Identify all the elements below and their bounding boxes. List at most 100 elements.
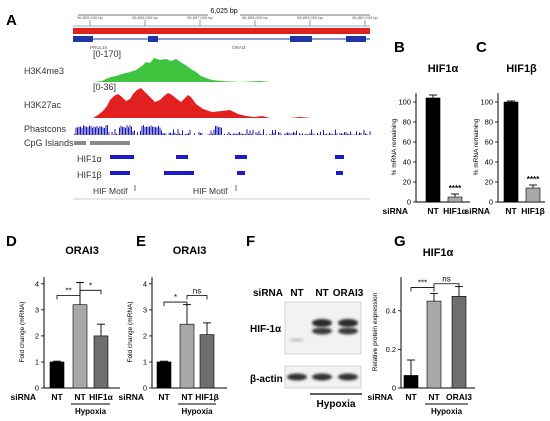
- phastcons-bar: [102, 127, 104, 135]
- chart-title: HIF1α: [423, 247, 454, 259]
- significance-bracket: [410, 287, 435, 292]
- phastcons-bar: [182, 130, 183, 135]
- phastcons-bar: [170, 132, 171, 135]
- y-tick-label: 3: [35, 305, 39, 314]
- phastcons-bar: [83, 125, 84, 135]
- phastcons-bar: [234, 133, 236, 135]
- phastcons-bar: [201, 133, 203, 135]
- gene-exon: [346, 36, 366, 42]
- phastcons-bar: [279, 132, 281, 135]
- phastcons-bar: [221, 127, 222, 135]
- y-tick-label: 20: [403, 178, 411, 187]
- y-tick-label: 1: [143, 357, 147, 366]
- phastcons-bar: [146, 126, 147, 135]
- phastcons-bar: [86, 126, 87, 135]
- wb-sirna-label: siRNA: [253, 288, 283, 299]
- phastcons-bar: [171, 133, 173, 135]
- phastcons-bar: [306, 133, 308, 135]
- chart-b-hif1a-knockdown: HIF1α 0 20 40 60 80 100 % mRNA remaining NT HIF1α…: [382, 63, 470, 216]
- significance-label: ****: [527, 175, 540, 184]
- bar: [503, 101, 519, 203]
- phastcons-bar: [230, 133, 231, 135]
- phastcons-bar: [314, 134, 315, 135]
- phastcons-track: [74, 125, 371, 135]
- category-label: HIF1α: [89, 392, 113, 402]
- phastcons-bar: [329, 132, 330, 135]
- phastcons-bar: [186, 133, 188, 135]
- phastcons-bar: [273, 132, 275, 135]
- group-label: Hypoxia: [181, 407, 213, 416]
- phastcons-bar: [74, 133, 75, 135]
- phastcons-bar: [150, 125, 152, 135]
- phastcons-bar: [339, 132, 341, 135]
- panel-label-c: C: [476, 39, 487, 56]
- wb-hypoxia-label: Hypoxia: [317, 399, 356, 410]
- phastcons-bar: [305, 134, 306, 135]
- phastcons-bar: [78, 126, 80, 135]
- phastcons-bar: [153, 126, 155, 135]
- phastcons-bar: [162, 133, 164, 135]
- category-label: NT: [158, 392, 170, 402]
- phastcons-bar: [357, 134, 359, 135]
- phastcons-bar: [242, 133, 243, 135]
- y-tick-label: 0: [35, 384, 39, 393]
- phastcons-bar: [117, 134, 119, 135]
- phastcons-bar: [345, 132, 347, 135]
- phastcons-bar: [266, 133, 267, 135]
- hif1b-peak: [237, 171, 245, 175]
- significance-label: ns: [193, 287, 201, 296]
- phastcons-bar: [140, 130, 141, 135]
- phastcons-bar: [344, 132, 345, 135]
- phastcons-bar: [200, 132, 201, 135]
- category-label: HIF1β: [521, 206, 545, 216]
- phastcons-bar: [327, 134, 329, 135]
- phastcons-bar: [251, 133, 252, 135]
- bar: [451, 295, 467, 389]
- phastcons-bar: [207, 134, 209, 135]
- phastcons-bar: [309, 133, 311, 135]
- y-tick-label: 4: [143, 279, 147, 288]
- phastcons-bar: [318, 134, 320, 135]
- phastcons-bar: [128, 127, 129, 135]
- hif1b-peak: [110, 171, 130, 175]
- phastcons-bar: [156, 127, 158, 135]
- y-tick-label: 0: [489, 198, 493, 207]
- phastcons-bar: [174, 132, 176, 135]
- bar: [93, 335, 109, 389]
- phastcons-bar: [332, 134, 333, 135]
- phastcons-bar: [354, 134, 356, 135]
- gene-track: PRUL15 ORAI3: [73, 36, 370, 50]
- wb-hif-band-lane3: [338, 319, 358, 327]
- phastcons-bar: [144, 127, 146, 135]
- phastcons-bar: [227, 134, 228, 135]
- phastcons-bar: [188, 133, 189, 135]
- wb-lane-2: NT: [315, 288, 328, 299]
- phastcons-bar: [179, 133, 180, 135]
- panel-label-e: E: [136, 233, 146, 250]
- y-tick-label: 4: [35, 279, 39, 288]
- chart-title: HIF1β: [506, 63, 537, 75]
- category-label: NT: [428, 392, 440, 402]
- bar: [447, 196, 463, 203]
- phastcons-bar: [299, 133, 300, 135]
- y-tick-label: 80: [485, 118, 493, 127]
- y-axis-label: Fold change (mRNA): [127, 301, 134, 362]
- phastcons-bar: [312, 133, 314, 135]
- gene-exon: [290, 36, 312, 42]
- chart-g-hif1a-protein: HIF1α 0 0.2 0.4 Relative protein expression N…: [367, 247, 475, 416]
- phastcons-bar: [185, 134, 186, 135]
- phastcons-bar: [350, 131, 351, 135]
- phastcons-bar: [311, 129, 312, 135]
- sirna-label: siRNA: [464, 206, 490, 216]
- phastcons-bar: [249, 130, 251, 135]
- sirna-label: siRNA: [367, 392, 393, 402]
- phastcons-bar: [281, 134, 282, 135]
- phastcons-bar: [101, 126, 102, 135]
- span-label: 6,025 bp: [210, 8, 237, 15]
- gene-name-2: ORAI3: [232, 45, 246, 50]
- y-tick-label: 100: [480, 98, 493, 107]
- genome-browser: 6,025 bp 56,855,000 bp 56,856,000 bp 56,85…: [24, 8, 379, 200]
- phastcons-bar: [81, 127, 83, 135]
- y-tick-label: 3: [143, 305, 147, 314]
